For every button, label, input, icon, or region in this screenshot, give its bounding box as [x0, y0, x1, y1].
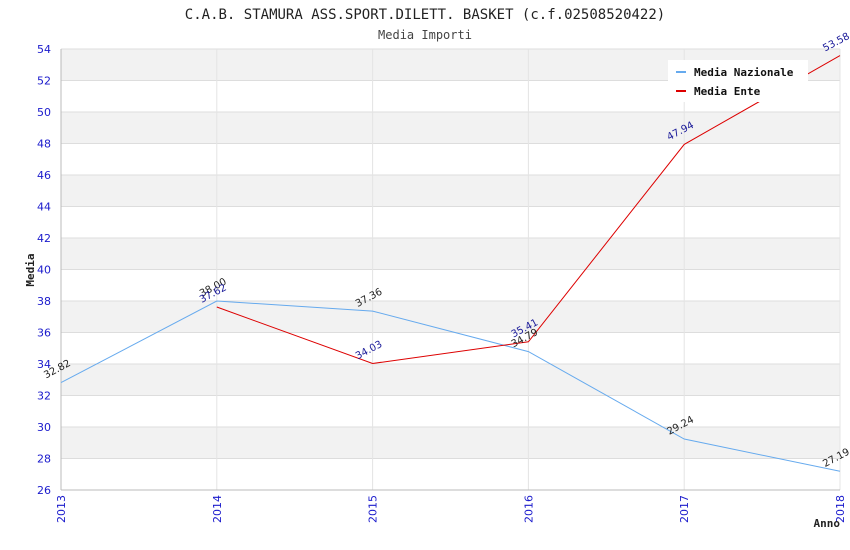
- y-tick-label: 48: [37, 138, 51, 151]
- x-axis-label: Anno: [814, 517, 841, 530]
- grid-band: [61, 238, 840, 270]
- y-tick-label: 32: [37, 390, 51, 403]
- x-tick-label: 2016: [522, 495, 535, 523]
- y-tick-label: 46: [37, 169, 51, 182]
- legend-label: Media Ente: [694, 85, 761, 98]
- chart-title: C.A.B. STAMURA ASS.SPORT.DILETT. BASKET …: [185, 7, 665, 23]
- series-line-2: [216, 55, 841, 365]
- chart-subtitle: Media Importi: [378, 28, 472, 42]
- y-tick-label: 40: [37, 264, 51, 277]
- y-tick-labels: 26 28 30 32 34 36 38 40 42 44 46 48 50 52 54: [37, 43, 51, 497]
- y-tick-label: 30: [37, 421, 51, 434]
- series-line-1: [60, 300, 841, 472]
- grid-lines: [60, 48, 841, 491]
- y-tick-label: 44: [37, 201, 51, 214]
- legend: Media Nazionale Media Ente: [668, 60, 808, 102]
- grid-band: [61, 364, 840, 396]
- y-tick-label: 26: [37, 484, 51, 497]
- x-tick-label: 2017: [678, 495, 691, 523]
- legend-label: Media Nazionale: [694, 66, 794, 79]
- y-tick-label: 38: [37, 295, 51, 308]
- series-lines: [60, 55, 841, 472]
- grid-band: [61, 427, 840, 459]
- x-tick-labels: 2013 2014 2015 2016 2017 2018: [55, 495, 847, 523]
- y-tick-label: 36: [37, 327, 51, 340]
- y-tick-label: 54: [37, 43, 51, 56]
- y-tick-label: 50: [37, 106, 51, 119]
- data-label: 34.03: [354, 339, 384, 362]
- x-tick-label: 2015: [367, 495, 380, 523]
- y-tick-label: 34: [37, 358, 51, 371]
- grid-band: [61, 301, 840, 333]
- x-tick-label: 2018: [834, 495, 847, 523]
- y-tick-label: 42: [37, 232, 51, 245]
- x-tick-label: 2014: [211, 495, 224, 523]
- grid-bands: [61, 49, 840, 459]
- axes: [60, 49, 840, 491]
- y-axis-label: Media: [24, 253, 37, 286]
- y-tick-label: 28: [37, 453, 51, 466]
- legend-box: [668, 60, 808, 102]
- grid-band: [61, 112, 840, 144]
- grid-band: [61, 175, 840, 207]
- x-tick-label: 2013: [55, 495, 68, 523]
- y-tick-label: 52: [37, 75, 51, 88]
